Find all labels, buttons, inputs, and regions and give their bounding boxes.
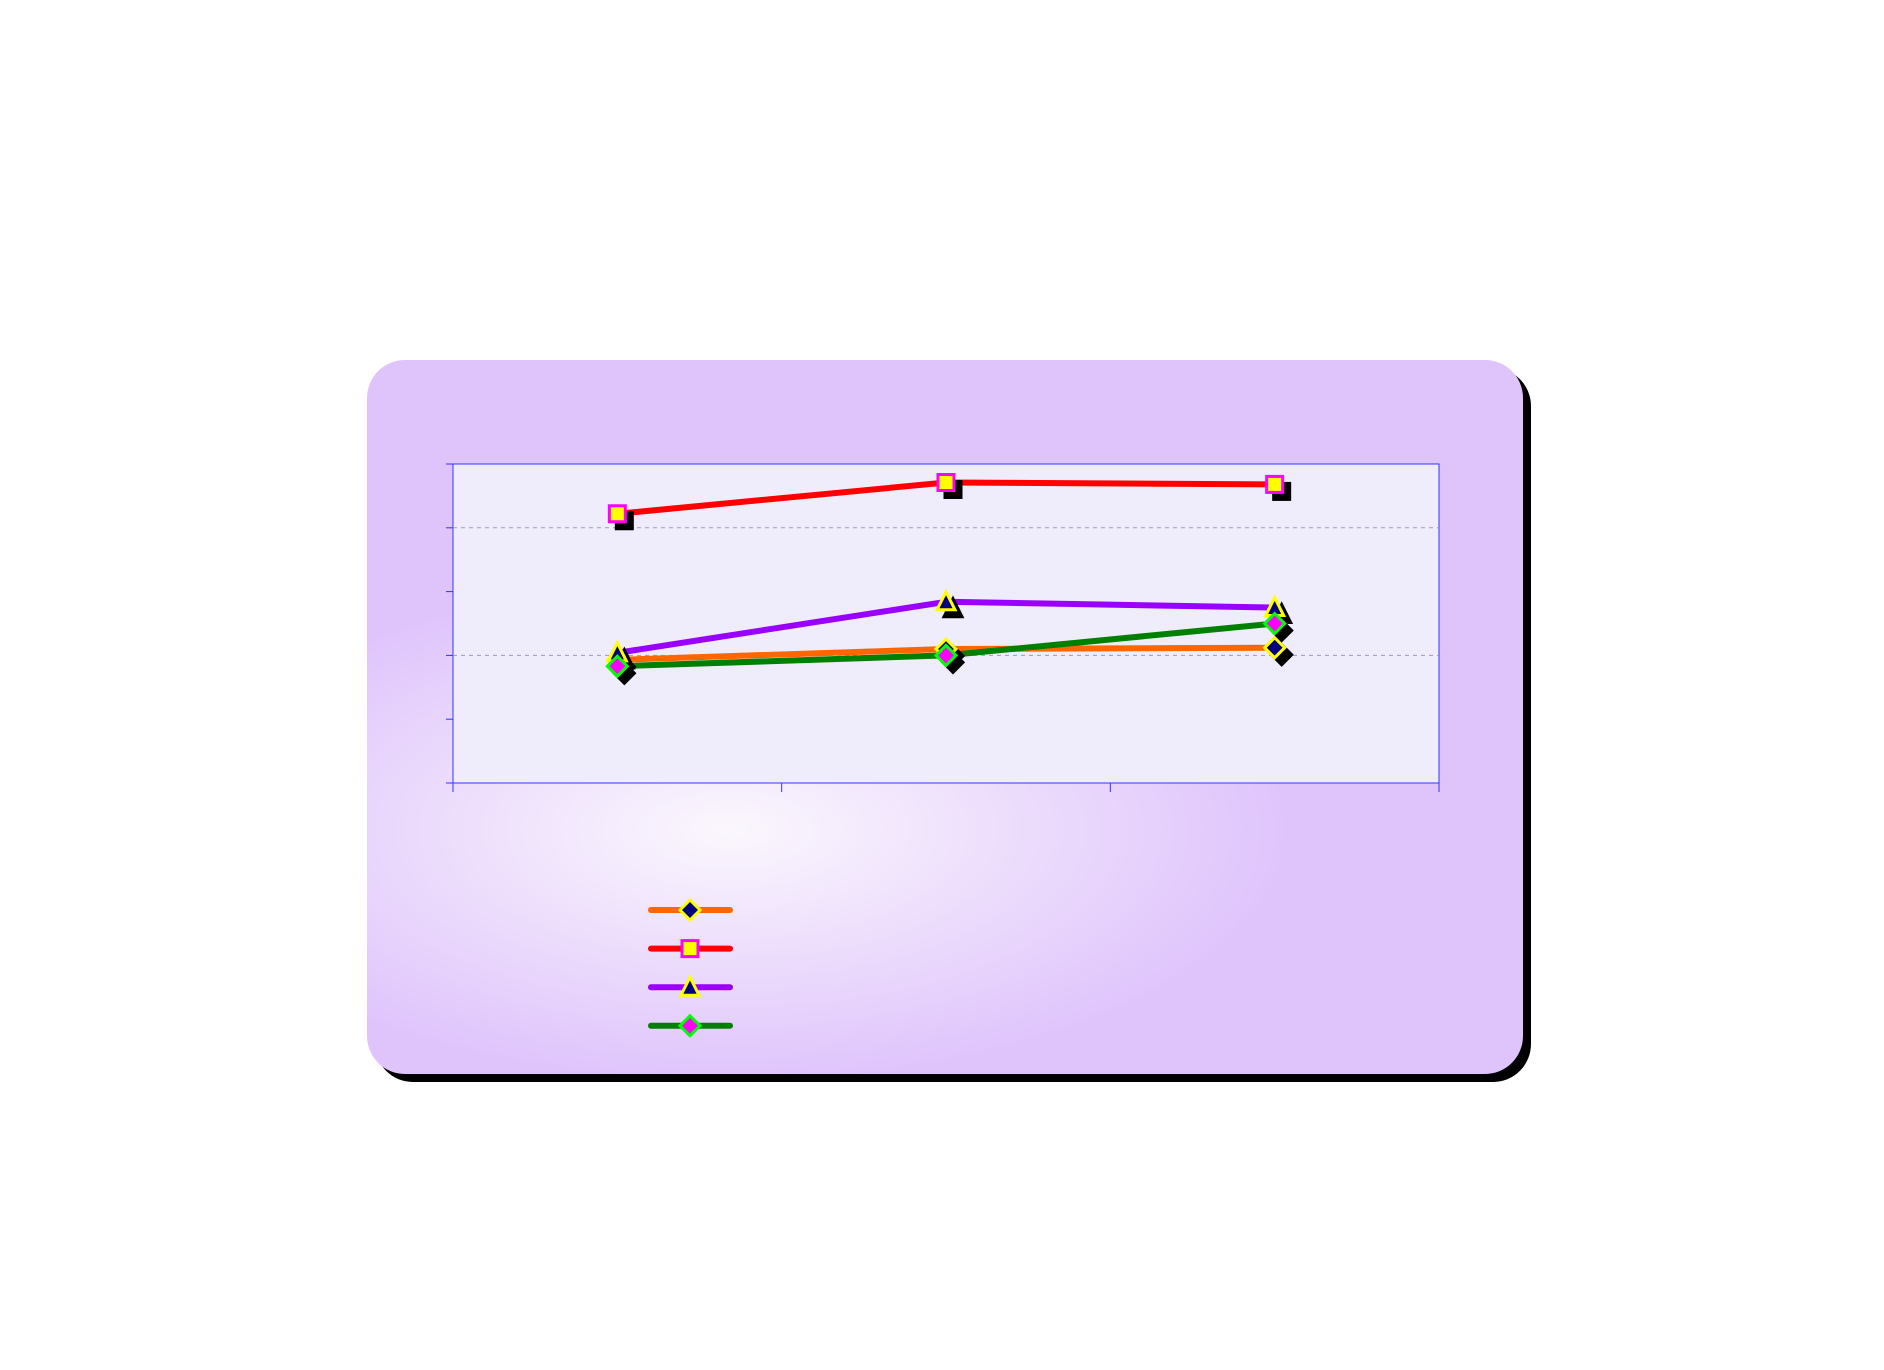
legend-marker <box>678 973 702 997</box>
marker <box>936 473 956 493</box>
marker <box>934 588 958 612</box>
legend-marker <box>680 939 700 959</box>
legend-marker <box>677 1013 703 1038</box>
marker <box>933 643 959 668</box>
marker <box>605 654 630 679</box>
marker <box>607 504 627 524</box>
legend-marker <box>677 897 703 923</box>
marker <box>1262 611 1287 636</box>
marker <box>1262 635 1287 660</box>
marker <box>1265 474 1285 494</box>
